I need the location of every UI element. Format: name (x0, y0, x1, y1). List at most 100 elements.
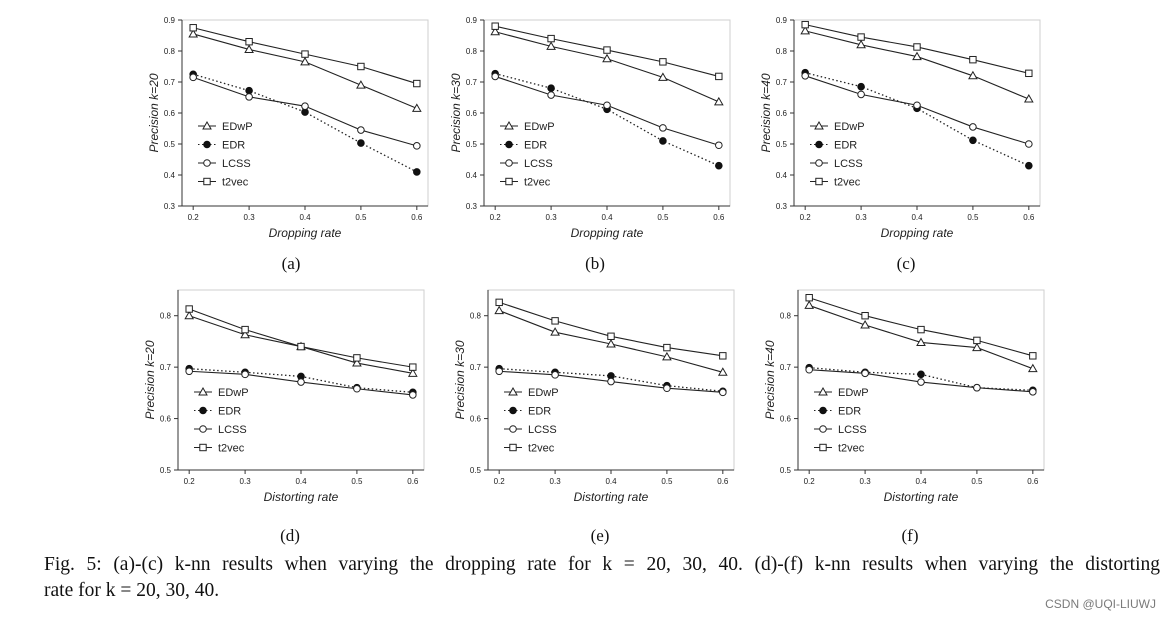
chart-f-y-axis-title: Precision k=40 (763, 340, 777, 419)
legend-t2vec-marker (199, 443, 207, 452)
chart-b-edwp-point (713, 96, 724, 106)
chart-a-t2vec-point (413, 79, 421, 88)
legend-t2vec-label: t2vec (838, 443, 865, 455)
chart-c-edwp-point (1023, 94, 1034, 103)
legend-edwp-label: EDwP (524, 121, 555, 133)
chart-d-lcss-point (297, 378, 305, 386)
chart-c-y-tick-label: 0.3 (776, 202, 788, 211)
chart-a-x-tick-label: 0.6 (411, 213, 423, 222)
chart-d-t2vec-point (409, 363, 417, 371)
chart-panel-d: 0.5 0.6 0.7 0.8 0.2 0.3 0.4 0.5 0.6 Distorting ra… (136, 278, 466, 550)
chart-b-edwp-point (490, 26, 501, 36)
chart-f-y-tick-label: 0.6 (780, 415, 792, 424)
chart-e-lcss-point (719, 388, 727, 397)
chart-d-edwp-point (407, 368, 418, 377)
chart-e-lcss-point (663, 384, 671, 393)
chart-e-t2vec-point (663, 343, 671, 352)
chart-f-lcss-point (973, 383, 981, 392)
chart-b-y-tick-label: 0.8 (466, 47, 478, 56)
chart-e-t2vec-point (607, 332, 615, 340)
chart-a-edwp-point (188, 28, 199, 38)
chart-e-lcss-point (495, 367, 503, 376)
chart-b-edwp-point (546, 41, 556, 50)
chart-e-lcss-point (607, 377, 615, 386)
panel-label-e: (e) (590, 526, 610, 545)
chart-b-t2vec-point (659, 58, 667, 66)
chart-d-y-axis-title: Precision k=20 (143, 340, 157, 419)
chart-d-x-tick-label: 0.4 (295, 477, 307, 486)
chart-b-edwp-point (602, 53, 612, 63)
legend-lcss-label: LCSS (834, 158, 863, 170)
panel-label-b: (b) (585, 254, 605, 273)
legend-lcss-label: LCSS (218, 424, 247, 436)
chart-c-x-tick-label: 0.5 (967, 213, 979, 222)
chart-b-x-tick-label: 0.3 (546, 213, 558, 222)
chart-c-lcss-point (913, 101, 921, 110)
chart-panel-b: 0.3 0.4 0.5 0.6 0.7 0.8 0.9 0.2 0.3 0.4 0.5 0.6 Drop… (442, 8, 772, 280)
chart-f-lcss-point (805, 365, 813, 374)
chart-e-x-tick-label: 0.3 (550, 477, 562, 486)
chart-b-lcss-point (603, 101, 611, 110)
chart-b-lcss-point (659, 124, 667, 132)
legend-edr-label: EDR (218, 406, 241, 418)
chart-f-y-tick-label: 0.7 (780, 363, 792, 372)
chart-e-y-axis-title: Precision k=30 (453, 340, 467, 419)
chart-b-y-tick-label: 0.9 (466, 16, 478, 25)
legend-t2vec-label: t2vec (834, 177, 861, 189)
chart-c-edr-point (857, 82, 865, 91)
chart-f-t2vec-point (917, 325, 925, 334)
legend-edwp-marker (508, 386, 518, 396)
caption-line-1: Fig. 5: (a)-(c) k-nn results when varyin… (44, 554, 1160, 575)
chart-b-x-axis-title: Dropping rate (571, 226, 644, 240)
chart-c-x-tick-label: 0.2 (800, 213, 812, 222)
chart-b-svg: 0.3 0.4 0.5 0.6 0.7 0.8 0.9 0.2 0.3 0.4 0.5 0.6 Drop… (449, 16, 731, 240)
chart-a-y-tick-label: 0.5 (164, 140, 176, 149)
chart-d-edwp-point (240, 329, 250, 339)
chart-a-lcss-point (413, 142, 421, 150)
chart-b-series-edwp-line (495, 31, 720, 103)
chart-d-t2vec-point (297, 342, 305, 351)
legend-t2vec-marker (505, 177, 513, 186)
chart-c-lcss-point (969, 123, 977, 131)
chart-e-edwp-point (494, 305, 505, 315)
watermark: CSDN @UQI-LIUWJ (1045, 597, 1156, 611)
chart-f-x-tick-label: 0.4 (915, 477, 927, 486)
legend-t2vec-marker (815, 177, 823, 186)
chart-c-t2vec-point (1025, 69, 1033, 78)
chart-c-y-tick-label: 0.5 (776, 140, 788, 149)
chart-a-t2vec-point (357, 62, 365, 71)
chart-c-y-tick-label: 0.7 (776, 78, 788, 87)
chart-b-edr-point (715, 161, 723, 170)
chart-d-lcss-point (185, 367, 193, 376)
chart-b-t2vec-point (547, 34, 555, 43)
chart-a-t2vec-point (245, 38, 253, 46)
chart-a-lcss-point (301, 102, 309, 110)
legend-edwp-marker (202, 120, 212, 130)
panel-label-a: (a) (281, 254, 301, 273)
chart-a-edwp-point (244, 44, 254, 53)
chart-e-lcss-point (551, 371, 559, 379)
chart-b-y-tick-label: 0.3 (466, 202, 478, 211)
legend-t2vec-marker (819, 443, 827, 452)
chart-a-t2vec-point (189, 24, 197, 32)
chart-a-lcss-point (245, 93, 253, 101)
chart-f-y-tick-label: 0.8 (780, 312, 792, 321)
legend-t2vec-marker (203, 177, 211, 186)
legend-edr-marker (505, 140, 513, 149)
chart-a-svg: 0.3 0.4 0.5 0.6 0.7 0.8 0.9 0.2 0.3 0.4 0.5 0.6 Drop… (147, 16, 429, 240)
chart-d-x-axis-title: Distorting rate (264, 490, 339, 504)
chart-e-x-tick-label: 0.5 (661, 477, 673, 486)
legend-edwp-marker (814, 120, 824, 130)
chart-f-edwp-point (860, 319, 870, 329)
chart-c-edwp-point (800, 25, 811, 35)
chart-c-edwp-point (856, 39, 866, 49)
chart-e-x-tick-label: 0.2 (494, 477, 506, 486)
legend-t2vec-label: t2vec (528, 443, 555, 455)
chart-b-lcss-point (547, 91, 555, 99)
chart-f-svg: 0.5 0.6 0.7 0.8 0.2 0.3 0.4 0.5 0.6 Distorting ra… (763, 289, 1045, 504)
panel-label-f: (f) (901, 526, 919, 545)
panel-label-d: (d) (280, 526, 300, 545)
chart-panel-a: 0.3 0.4 0.5 0.6 0.7 0.8 0.9 0.2 0.3 0.4 0.5 0.6 Drop… (140, 8, 470, 280)
chart-a-t2vec-point (301, 50, 309, 58)
